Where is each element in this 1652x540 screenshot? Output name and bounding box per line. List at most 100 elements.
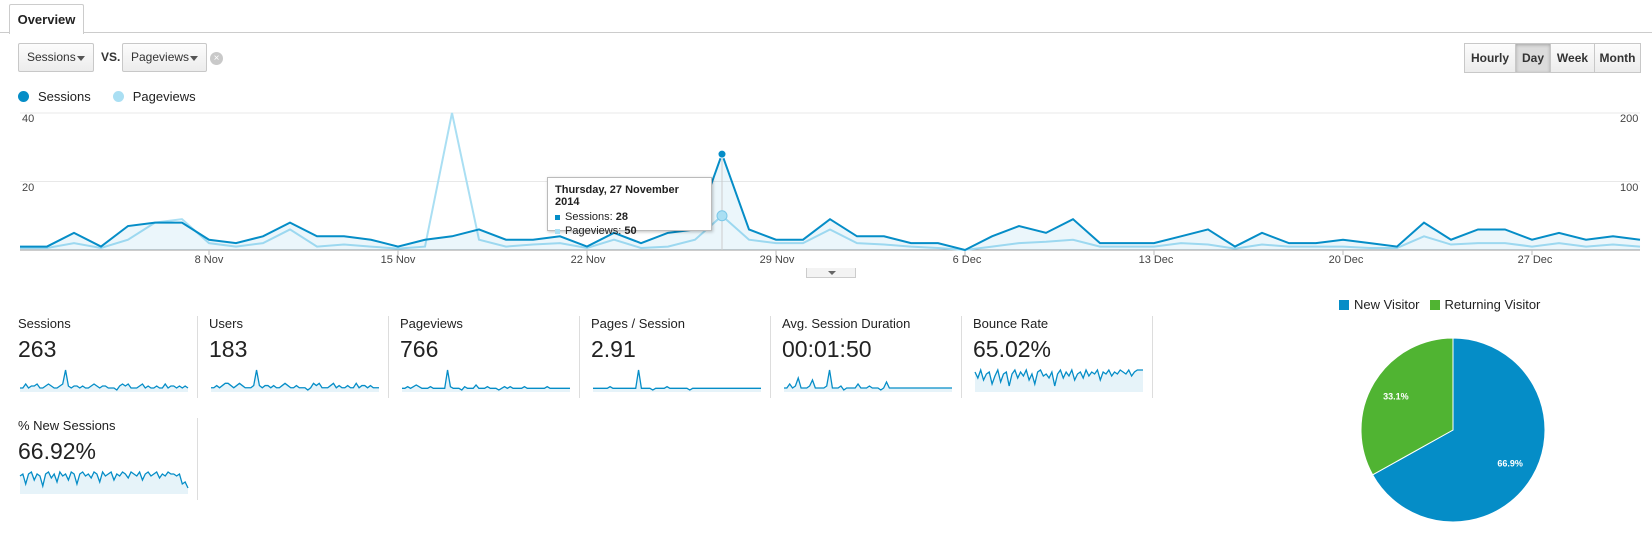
primary-metric-dropdown[interactable]: Sessions (18, 43, 94, 72)
month-button[interactable]: Month (1594, 43, 1641, 73)
sparkline-area (20, 472, 188, 494)
clear-compare-icon[interactable]: × (210, 52, 223, 65)
chart-collapse-handle[interactable] (806, 268, 856, 278)
metric-value: 766 (400, 336, 439, 362)
x-tick-label: 29 Nov (759, 254, 795, 266)
tooltip-sessions-value: 28 (615, 211, 629, 223)
tooltip-date: Thursday, 27 November 2014 (555, 184, 679, 208)
metric-new-sessions[interactable]: % New Sessions 66.92% (18, 418, 198, 500)
metric-value: 2.91 (591, 336, 636, 362)
x-tick-label: 8 Nov (194, 254, 224, 266)
sparkline (211, 369, 379, 392)
chart-tooltip: Thursday, 27 November 2014 Sessions: 28 … (547, 177, 712, 237)
x-tick-label: 15 Nov (380, 254, 416, 266)
chevron-down-icon (77, 56, 85, 61)
sparkline-line (974, 367, 1143, 387)
y-right-tick-200: 200 (1620, 113, 1639, 125)
sparkline-area (211, 370, 379, 392)
sparkline-line (402, 369, 570, 391)
visitor-type-pie-chart[interactable]: 66.9% 33.1% (1343, 320, 1563, 540)
metric-value: 263 (18, 336, 57, 362)
week-button[interactable]: Week (1550, 43, 1595, 73)
metric-value: 65.02% (973, 336, 1052, 362)
sparkline-area (784, 370, 952, 392)
y-right-tick-100: 100 (1620, 182, 1639, 194)
sessions-pageviews-chart[interactable] (0, 0, 1652, 300)
metric-value: 00:01:50 (782, 336, 872, 362)
pageviews-dot-icon (112, 91, 124, 102)
tooltip-pageviews-label: Pageviews: (565, 225, 622, 237)
pie-slice-new-visitor (1371, 337, 1546, 523)
legend-item-pageviews[interactable]: Pageviews (112, 89, 196, 104)
y-left-tick-40: 40 (22, 113, 35, 125)
pie-legend-label: New Visitor (1354, 297, 1420, 312)
pie-slice-label: 66.9% (1497, 459, 1523, 469)
metric-label: Avg. Session Duration (782, 316, 911, 331)
primary-metric-label: Sessions (27, 50, 76, 64)
sparkline (784, 369, 952, 392)
metric-label: Users (209, 316, 243, 331)
pie-legend-item-new-visitor[interactable]: New Visitor (1339, 297, 1420, 312)
tooltip-pageviews-value: 50 (624, 225, 637, 237)
legend-item-sessions[interactable]: Sessions (18, 89, 91, 104)
new-visitor-square-icon (1339, 299, 1349, 310)
day-button[interactable]: Day (1515, 43, 1551, 73)
sparkline-line (784, 369, 952, 391)
sparkline (402, 369, 570, 392)
metric-value: 66.92% (18, 438, 97, 464)
sessions-point-hover (717, 149, 727, 159)
metric-label: % New Sessions (18, 418, 116, 433)
pageviews-square-icon (555, 228, 560, 234)
chevron-down-icon (190, 56, 198, 61)
sparkline-line (211, 369, 379, 391)
metric-label: Pages / Session (591, 316, 685, 331)
pie-legend: New Visitor Returning Visitor (1339, 297, 1550, 312)
sessions-dot-icon (18, 91, 29, 102)
metric-label: Sessions (18, 316, 71, 331)
tooltip-sessions-label: Sessions: (565, 211, 613, 223)
hourly-button[interactable]: Hourly (1464, 43, 1516, 73)
vs-label: VS. (101, 50, 121, 64)
sparkline-line (20, 369, 189, 391)
sessions-line (20, 151, 1641, 252)
metric-bounce-rate[interactable]: Bounce Rate 65.02% (973, 316, 1153, 398)
metric-sessions[interactable]: Sessions 263 (18, 316, 198, 398)
sparkline (20, 369, 189, 392)
y-left-tick-20: 20 (22, 182, 35, 194)
compare-metric-dropdown[interactable]: Pageviews (122, 43, 207, 72)
sessions-square-icon (555, 214, 560, 220)
pie-slice-returning-visitor (1360, 337, 1454, 476)
sparkline-area (593, 370, 761, 392)
sparkline (593, 369, 761, 392)
sparkline-area (975, 370, 1143, 392)
metric-pageviews[interactable]: Pageviews 766 (400, 316, 580, 398)
metric-label: Pageviews (400, 316, 463, 331)
x-tick-label: 20 Dec (1328, 254, 1364, 266)
sparkline-area (20, 370, 188, 392)
tab-overview[interactable]: Overview (9, 4, 84, 34)
legend-label-sessions: Sessions (38, 89, 91, 104)
metric-users[interactable]: Users 183 (209, 316, 389, 398)
tab-bar: Overview (0, 0, 1652, 34)
sparkline-line (19, 470, 189, 489)
granularity-toggle: Hourly Day Week Month (1464, 43, 1641, 73)
x-tick-label: 27 Dec (1517, 254, 1553, 266)
metric-value: 183 (209, 336, 248, 362)
sparkline-line (593, 369, 761, 391)
metric-label: Bounce Rate (973, 316, 1049, 331)
returning-visitor-square-icon (1429, 299, 1440, 310)
tooltip-pageviews-row: Pageviews: 50 (555, 224, 704, 238)
sparkline (19, 470, 189, 494)
pie-slice-label: 33.1% (1383, 391, 1409, 401)
pageviews-line (20, 112, 1641, 252)
x-tick-label: 22 Nov (570, 254, 606, 266)
tooltip-sessions-row: Sessions: 28 (555, 210, 704, 224)
legend-label-pageviews: Pageviews (132, 89, 196, 104)
sparkline (974, 367, 1143, 392)
pie-legend-item-returning-visitor[interactable]: Returning Visitor (1429, 297, 1541, 312)
metric-pages-per-session[interactable]: Pages / Session 2.91 (591, 316, 771, 398)
pie-legend-label: Returning Visitor (1444, 297, 1541, 312)
x-tick-label: 6 Dec (952, 254, 982, 266)
metric-avg-session-duration[interactable]: Avg. Session Duration 00:01:50 (782, 316, 962, 398)
compare-metric-label: Pageviews (131, 50, 190, 64)
